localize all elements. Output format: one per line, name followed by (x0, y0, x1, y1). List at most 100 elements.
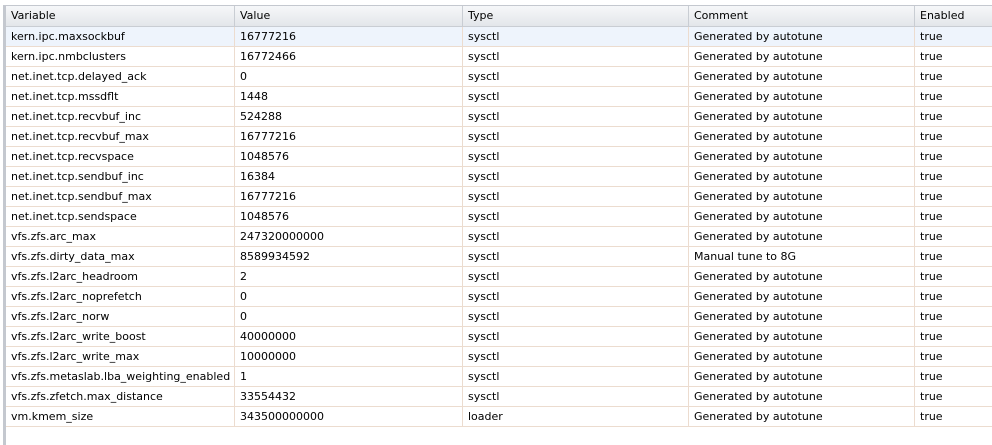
table-row[interactable]: kern.ipc.nmbclusters 16772466 sysctl Genera… (6, 47, 992, 67)
cell-type: sysctl (463, 287, 689, 306)
table-row[interactable]: kern.ipc.maxsockbuf 16777216 sysctl Generat… (6, 27, 992, 47)
cell-variable: vfs.zfs.l2arc_norw (6, 307, 235, 326)
cell-comment: Generated by autotune (689, 367, 915, 386)
table-row[interactable]: net.inet.tcp.recvspace 1048576 sysctl Gener… (6, 147, 992, 167)
cell-comment: Generated by autotune (689, 207, 915, 226)
cell-comment: Generated by autotune (689, 127, 915, 146)
table-row[interactable]: net.inet.tcp.delayed_ack 0 sysctl Generated… (6, 67, 992, 87)
cell-variable: kern.ipc.maxsockbuf (6, 27, 235, 46)
cell-type: sysctl (463, 27, 689, 46)
cell-type: sysctl (463, 247, 689, 266)
grid-header: Variable Value Type Comment Enabled (6, 6, 992, 27)
table-row[interactable]: vfs.zfs.metaslab.lba_weighting_enabled 1 s… (6, 367, 992, 387)
cell-type: sysctl (463, 187, 689, 206)
cell-enabled: true (920, 290, 943, 303)
table-row[interactable]: vfs.zfs.zfetch.max_distance 33554432 sysct… (6, 387, 992, 407)
column-header-enabled[interactable]: Enabled (920, 9, 965, 22)
cell-value: 16384 (235, 167, 463, 186)
cell-enabled: true (920, 230, 943, 243)
cell-value: 1048576 (235, 147, 463, 166)
cell-value: 16772466 (235, 47, 463, 66)
cell-variable: kern.ipc.nmbclusters (6, 47, 235, 66)
cell-variable: vfs.zfs.zfetch.max_distance (6, 387, 235, 406)
cell-variable: vfs.zfs.l2arc_write_boost (6, 327, 235, 346)
cell-variable: net.inet.tcp.recvspace (6, 147, 235, 166)
cell-enabled: true (920, 90, 943, 103)
cell-enabled: true (920, 370, 943, 383)
cell-variable: vfs.zfs.dirty_data_max (6, 247, 235, 266)
cell-value: 1448 (235, 87, 463, 106)
cell-value: 16777216 (235, 27, 463, 46)
cell-value: 16777216 (235, 127, 463, 146)
cell-enabled: true (920, 310, 943, 323)
cell-comment: Generated by autotune (689, 227, 915, 246)
cell-comment: Generated by autotune (689, 307, 915, 326)
column-header-type[interactable]: Type (463, 6, 689, 26)
cell-comment: Generated by autotune (689, 287, 915, 306)
cell-type: sysctl (463, 107, 689, 126)
table-row[interactable]: vfs.zfs.l2arc_write_max 10000000 sysctl Gen… (6, 347, 992, 367)
cell-comment: Generated by autotune (689, 87, 915, 106)
cell-value: 10000000 (235, 347, 463, 366)
cell-comment: Generated by autotune (689, 407, 915, 426)
cell-variable: vfs.zfs.l2arc_headroom (6, 267, 235, 286)
cell-value: 1 (235, 367, 463, 386)
cell-value: 524288 (235, 107, 463, 126)
cell-type: sysctl (463, 167, 689, 186)
cell-enabled: true (920, 170, 943, 183)
cell-type: sysctl (463, 87, 689, 106)
cell-variable: net.inet.tcp.sendbuf_inc (6, 167, 235, 186)
tunables-grid: Variable Value Type Comment Enabled kern… (3, 5, 992, 445)
table-row[interactable]: net.inet.tcp.sendbuf_inc 16384 sysctl Gener… (6, 167, 992, 187)
cell-enabled: true (920, 330, 943, 343)
column-header-comment[interactable]: Comment (689, 6, 915, 26)
cell-enabled: true (920, 50, 943, 63)
cell-enabled: true (920, 30, 943, 43)
cell-type: sysctl (463, 127, 689, 146)
cell-variable: vm.kmem_size (6, 407, 235, 426)
cell-value: 0 (235, 307, 463, 326)
cell-value: 0 (235, 287, 463, 306)
cell-enabled: true (920, 410, 943, 423)
cell-variable: net.inet.tcp.mssdflt (6, 87, 235, 106)
table-row[interactable]: net.inet.tcp.sendbuf_max 16777216 sysctl Ge… (6, 187, 992, 207)
cell-value: 2 (235, 267, 463, 286)
cell-comment: Generated by autotune (689, 327, 915, 346)
cell-type: sysctl (463, 47, 689, 66)
cell-comment: Generated by autotune (689, 167, 915, 186)
cell-comment: Generated by autotune (689, 387, 915, 406)
cell-value: 343500000000 (235, 407, 463, 426)
cell-variable: net.inet.tcp.sendbuf_max (6, 187, 235, 206)
cell-comment: Generated by autotune (689, 107, 915, 126)
table-row[interactable]: net.inet.tcp.recvbuf_inc 524288 sysctl Gene… (6, 107, 992, 127)
column-header-variable[interactable]: Variable (6, 6, 235, 26)
cell-enabled: true (920, 250, 943, 263)
cell-comment: Generated by autotune (689, 187, 915, 206)
grid-body: kern.ipc.maxsockbuf 16777216 sysctl Generat… (6, 27, 992, 427)
table-row[interactable]: vfs.zfs.l2arc_headroom 2 sysctl Generated b… (6, 267, 992, 287)
cell-type: sysctl (463, 367, 689, 386)
table-row[interactable]: vfs.zfs.l2arc_norw 0 sysctl Generated by au… (6, 307, 992, 327)
cell-value: 40000000 (235, 327, 463, 346)
table-row[interactable]: vfs.zfs.l2arc_noprefetch 0 sysctl Generated… (6, 287, 992, 307)
table-row[interactable]: vfs.zfs.dirty_data_max 8589934592 sysctl Ma… (6, 247, 992, 267)
table-row[interactable]: vm.kmem_size 343500000000 loader Generated … (6, 407, 992, 427)
table-row[interactable]: vfs.zfs.l2arc_write_boost 40000000 sysctl G… (6, 327, 992, 347)
cell-comment: Generated by autotune (689, 147, 915, 166)
cell-value: 33554432 (235, 387, 463, 406)
cell-variable: net.inet.tcp.delayed_ack (6, 67, 235, 86)
table-row[interactable]: net.inet.tcp.mssdflt 1448 sysctl Generated … (6, 87, 992, 107)
cell-enabled: true (920, 390, 943, 403)
cell-value: 0 (235, 67, 463, 86)
cell-type: sysctl (463, 147, 689, 166)
cell-variable: vfs.zfs.metaslab.lba_weighting_enabled (6, 367, 235, 386)
cell-type: sysctl (463, 227, 689, 246)
column-header-value[interactable]: Value (235, 6, 463, 26)
table-row[interactable]: vfs.zfs.arc_max 247320000000 sysctl Generat… (6, 227, 992, 247)
table-row[interactable]: net.inet.tcp.recvbuf_max 16777216 sysctl Ge… (6, 127, 992, 147)
cell-comment: Generated by autotune (689, 347, 915, 366)
cell-comment: Generated by autotune (689, 67, 915, 86)
cell-variable: vfs.zfs.arc_max (6, 227, 235, 246)
cell-type: sysctl (463, 307, 689, 326)
table-row[interactable]: net.inet.tcp.sendspace 1048576 sysctl Gener… (6, 207, 992, 227)
